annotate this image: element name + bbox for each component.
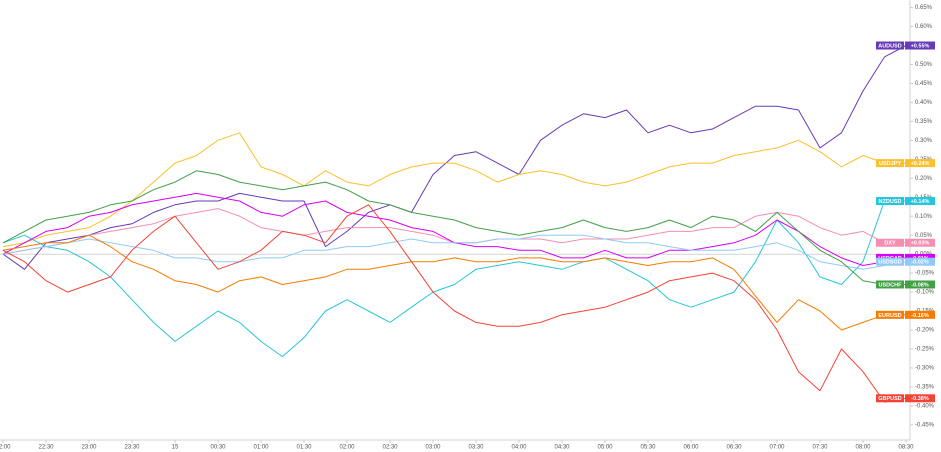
x-tick-label: 08:30 <box>898 445 914 451</box>
end-value-label: -0.08% <box>911 282 929 288</box>
x-tick-label: 23:30 <box>124 445 140 451</box>
tag-value-box <box>905 41 935 50</box>
x-tick-label: 05:30 <box>640 445 656 451</box>
y-tick-label: -0.40% <box>915 403 935 409</box>
legend-label: USDJPY <box>879 161 901 167</box>
y-tick-label: 0.60% <box>915 24 933 30</box>
tag-value-box <box>905 238 935 247</box>
series-end-tag: USDJPY +0.24% <box>876 159 935 168</box>
x-tick-label: 06:30 <box>726 445 742 451</box>
series-line <box>2 234 906 331</box>
x-tick-label: 22:30 <box>38 445 54 451</box>
x-tick-label: 01:00 <box>253 445 269 451</box>
y-tick-label: 0.50% <box>915 62 933 68</box>
end-value-label: +0.55% <box>911 43 930 49</box>
tag-name-box <box>876 41 904 50</box>
legend-label: EURUSD <box>878 313 901 319</box>
x-tick-label: 02:30 <box>382 445 398 451</box>
x-tick-label: 15 <box>172 445 179 451</box>
series-end-tag: USDCHF -0.08% <box>876 280 935 289</box>
tag-name-box <box>876 197 904 206</box>
x-tick-label: 02:00 <box>339 445 355 451</box>
x-tick-label: 05:00 <box>597 445 613 451</box>
series-end-tag: GBPUSD -0.38% <box>876 394 935 403</box>
tag-value-box <box>905 159 935 168</box>
series-end-tag: NZDUSD +0.14% <box>876 197 935 206</box>
tag-value-box <box>905 310 935 319</box>
series-line <box>2 200 906 358</box>
end-value-label: +0.14% <box>911 199 930 205</box>
x-tick-label: 08:00 <box>855 445 871 451</box>
y-tick-label: 0.35% <box>915 119 933 125</box>
tag-name-box <box>876 257 904 266</box>
y-tick-label: 0.05% <box>915 233 933 239</box>
y-tick-label: 0.65% <box>915 5 933 11</box>
y-tick-label: -0.45% <box>915 422 935 428</box>
x-tick-label: 00:30 <box>210 445 226 451</box>
x-tick-label: 04:00 <box>511 445 527 451</box>
series-end-tag: DXY +0.03% <box>876 238 935 247</box>
y-tick-label: -0.35% <box>915 384 935 390</box>
series-end-tag: AUDUSD +0.55% <box>876 41 935 50</box>
x-tick-label: 23:00 <box>81 445 97 451</box>
y-tick-label: 0.10% <box>915 214 933 220</box>
y-tick-label: -0.05% <box>915 271 935 277</box>
x-tick-label: 06:00 <box>683 445 699 451</box>
x-tick-label: 03:00 <box>425 445 441 451</box>
end-value-label: -0.16% <box>911 313 929 319</box>
tag-name-box <box>876 394 904 403</box>
legend-label: DXY <box>884 241 896 247</box>
end-value-label: -0.38% <box>911 396 929 402</box>
tag-name-box <box>876 159 904 168</box>
y-tick-label: 0.40% <box>915 100 933 106</box>
legend-label: GBPUSD <box>878 396 902 402</box>
x-tick-label: 07:30 <box>812 445 828 451</box>
end-value-label: +0.03% <box>911 241 930 247</box>
x-tick-label: 01:30 <box>296 445 312 451</box>
series-end-tag: EURUSD -0.16% <box>876 310 935 319</box>
y-tick-label: -0.10% <box>915 290 935 296</box>
y-tick-label: 0.20% <box>915 176 933 182</box>
x-tick-label: 03:30 <box>468 445 484 451</box>
legend-label: USDSGD <box>878 260 902 266</box>
legend-label: USDCHF <box>879 282 903 288</box>
series-line <box>2 234 907 270</box>
end-value-label: +0.24% <box>911 161 930 167</box>
legend-label: AUDUSD <box>878 43 902 49</box>
x-tick-label: 04:30 <box>554 445 570 451</box>
legend-label: NZDUSD <box>879 199 902 205</box>
y-tick-label: -0.30% <box>915 366 935 372</box>
tag-name-box <box>876 280 904 289</box>
series-line <box>2 45 907 270</box>
series-line <box>2 204 907 403</box>
tag-name-box <box>876 238 904 247</box>
y-tick-label: -0.20% <box>915 328 935 334</box>
x-tick-label: 22:00 <box>0 445 11 451</box>
series-end-tag: USDSGD -0.02% <box>876 257 935 266</box>
tag-value-box <box>905 280 935 289</box>
tag-value-box <box>905 257 935 266</box>
tag-value-box <box>905 394 935 403</box>
y-tick-label: -0.25% <box>915 347 935 353</box>
series-line <box>2 170 906 285</box>
tag-value-box <box>905 197 935 206</box>
series-line <box>2 132 906 248</box>
x-tick-label: 07:00 <box>769 445 785 451</box>
y-tick-label: 0.30% <box>915 138 933 144</box>
tag-name-box <box>876 310 904 319</box>
y-tick-label: 0.45% <box>915 81 933 87</box>
end-value-label: -0.02% <box>911 260 929 266</box>
